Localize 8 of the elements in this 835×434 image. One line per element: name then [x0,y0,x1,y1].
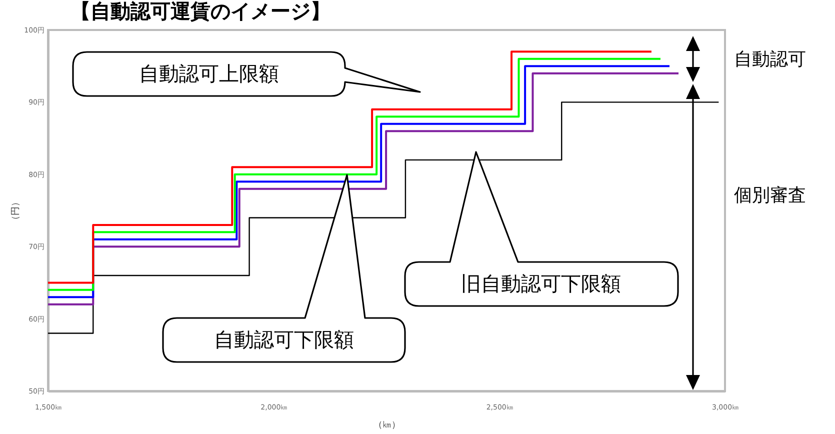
y-axis-title: （円） [11,198,22,224]
chart-title: 【自動認可運賃のイメージ】 [70,0,331,23]
annotation: 自動認可下限額 [214,327,354,352]
annotation: 自動認可上限額 [139,61,279,86]
annotation: 旧自動認可下限額 [461,271,621,296]
text: 個別審査 [734,184,806,206]
x-axis-title: （㎞） [374,420,400,430]
text: 自動認可 [734,48,806,70]
